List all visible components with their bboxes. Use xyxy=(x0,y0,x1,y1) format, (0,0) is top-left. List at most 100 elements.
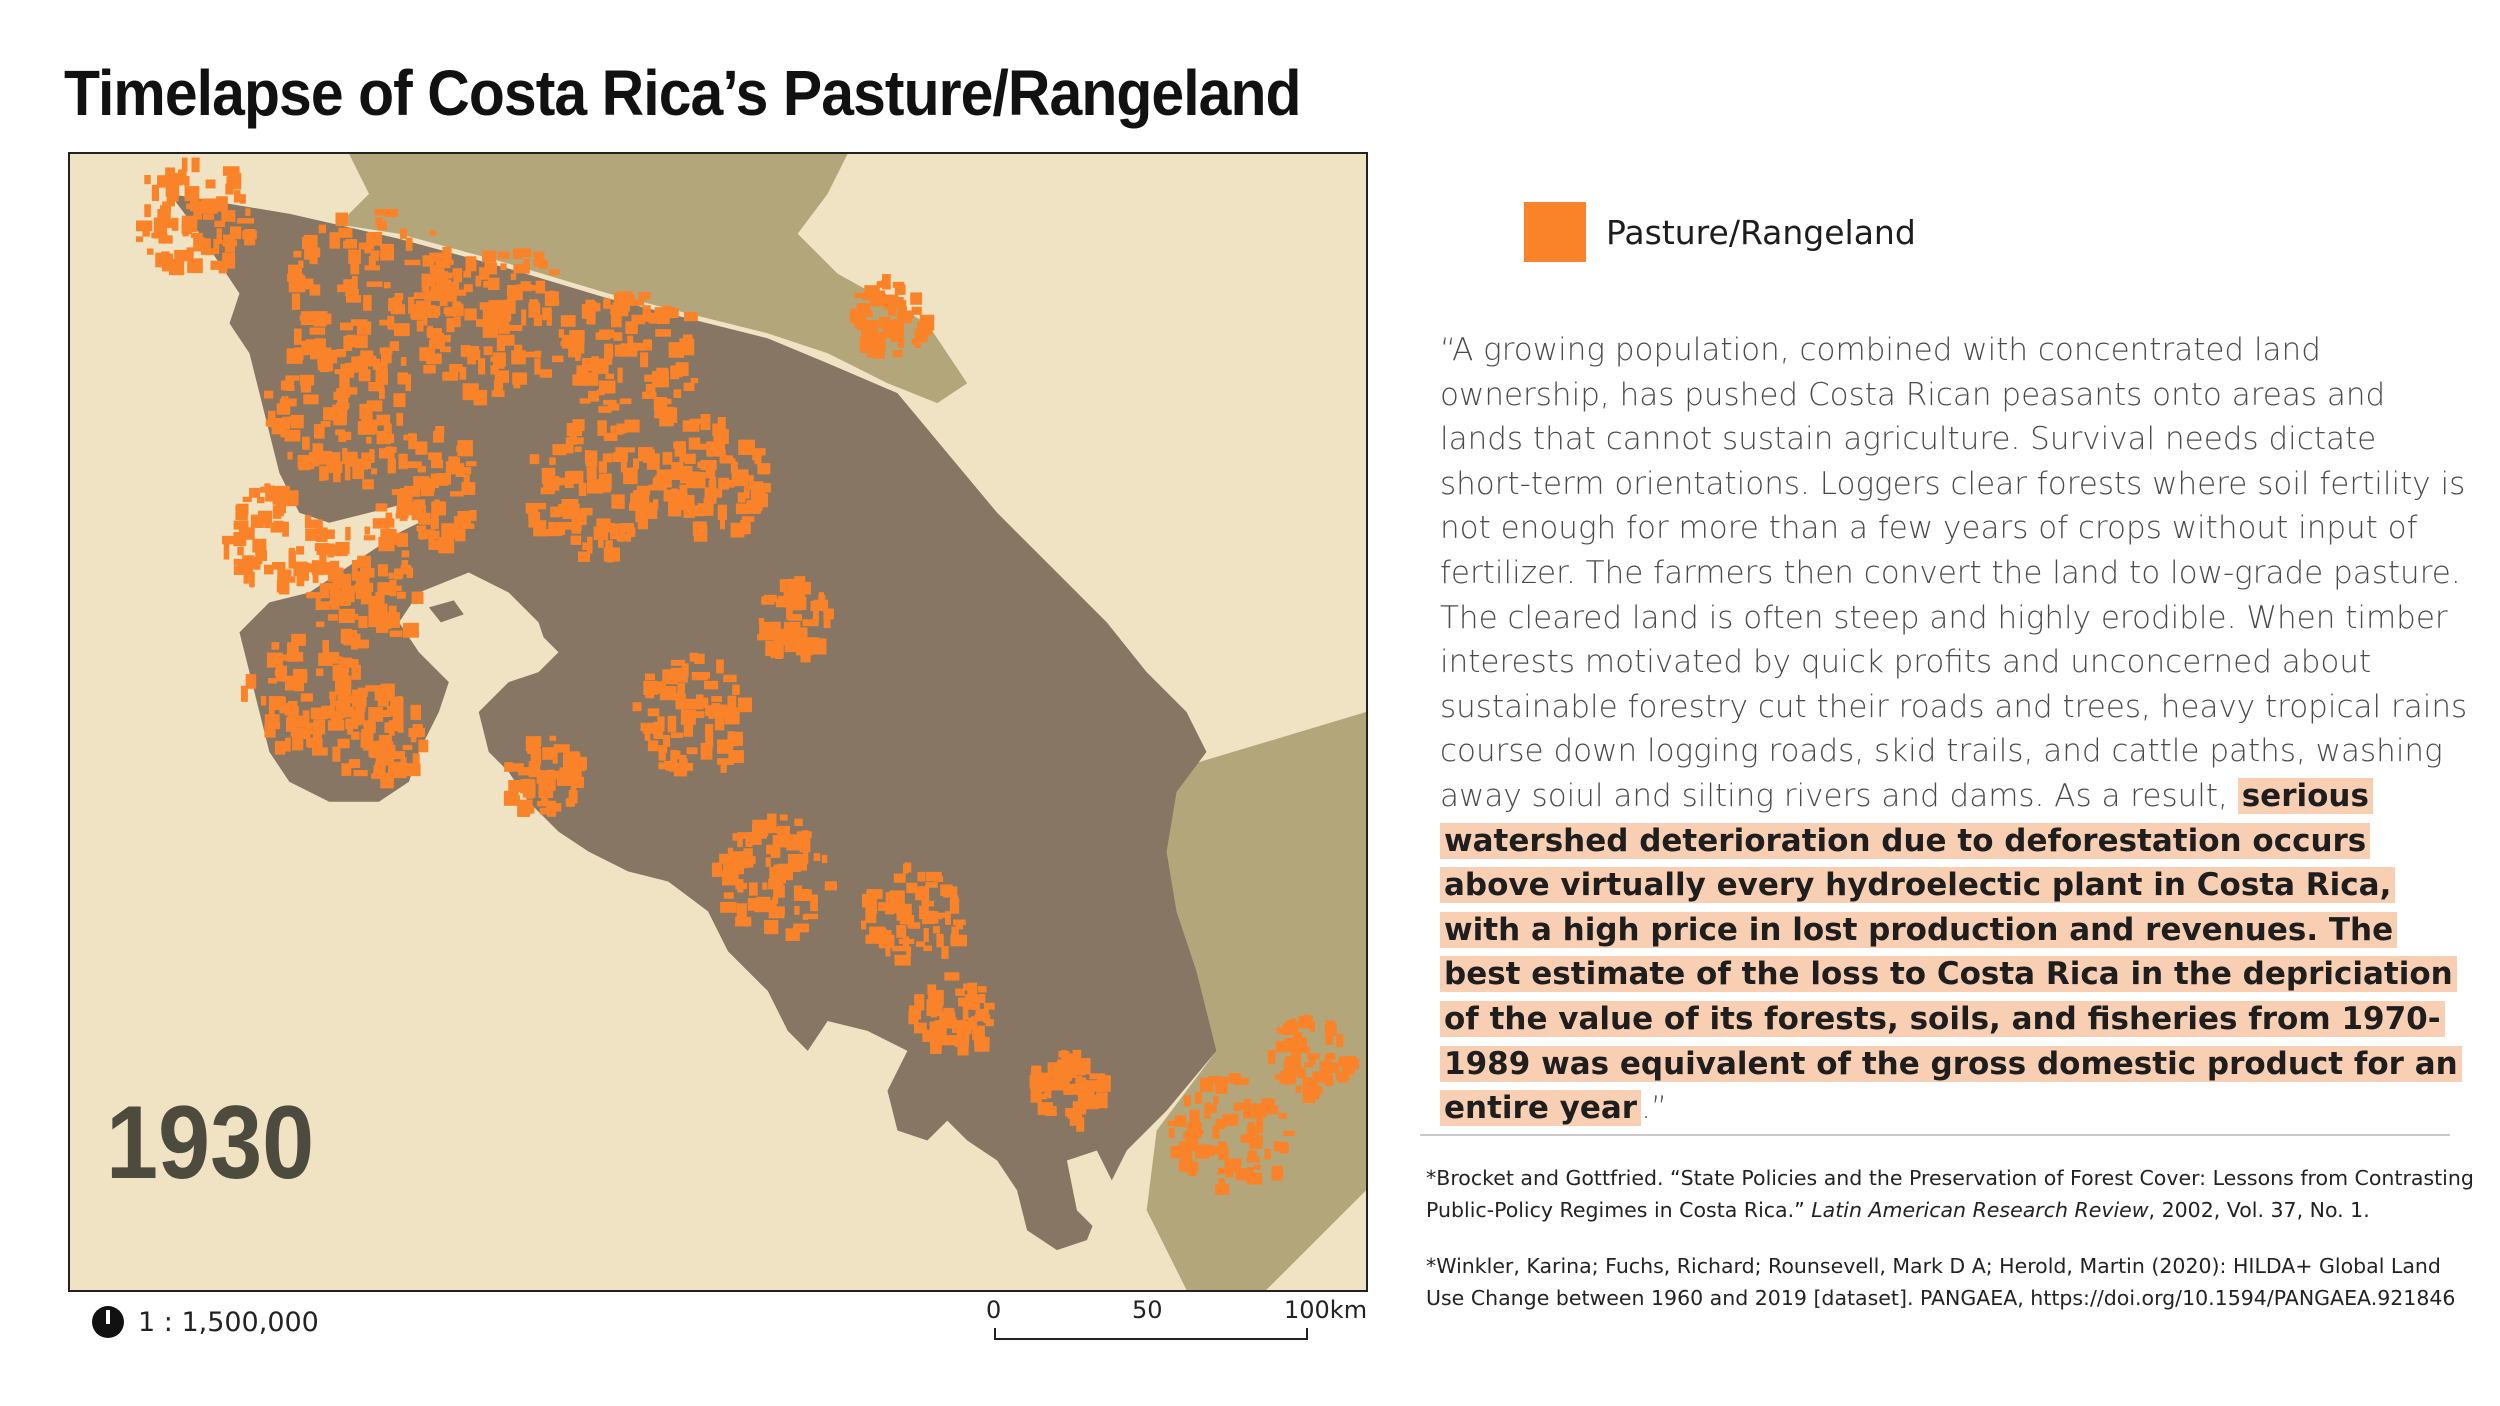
pasture-patch xyxy=(340,573,352,589)
pasture-patch xyxy=(464,308,477,321)
pasture-patch xyxy=(310,519,323,529)
pasture-patch xyxy=(794,905,800,915)
pasture-patch xyxy=(373,362,388,370)
pasture-patch xyxy=(662,452,673,465)
pasture-patch xyxy=(737,492,746,503)
pasture-patch xyxy=(528,509,536,520)
pasture-patch xyxy=(210,260,225,270)
pasture-patch xyxy=(728,479,735,488)
pasture-patch xyxy=(397,372,409,385)
pasture-patch xyxy=(1178,1163,1194,1172)
pasture-patch xyxy=(1271,1165,1283,1181)
pasture-patch xyxy=(404,259,421,266)
pasture-patch xyxy=(1254,1164,1261,1170)
pasture-patch xyxy=(1325,1034,1334,1045)
pasture-patch xyxy=(623,467,638,485)
pasture-patch xyxy=(1295,1037,1308,1053)
pasture-patch xyxy=(579,398,591,404)
pasture-patch xyxy=(314,247,321,258)
pasture-patch xyxy=(657,406,674,416)
pasture-patch xyxy=(683,762,694,771)
pasture-patch xyxy=(504,762,513,772)
pasture-patch xyxy=(242,555,255,566)
pasture-patch xyxy=(355,702,366,713)
pasture-patch xyxy=(333,413,347,426)
pasture-patch xyxy=(1243,1098,1252,1116)
pasture-patch xyxy=(233,520,240,530)
pasture-patch xyxy=(932,1041,939,1054)
pasture-patch xyxy=(181,157,188,172)
pasture-patch xyxy=(864,285,880,301)
pasture-patch xyxy=(318,529,335,539)
pasture-patch xyxy=(396,591,406,599)
pasture-patch xyxy=(885,942,891,957)
pasture-patch xyxy=(549,457,556,465)
panama-coast-cut xyxy=(1266,1190,1366,1290)
pasture-patch xyxy=(225,183,234,195)
pasture-patch xyxy=(313,719,326,735)
pasture-patch xyxy=(525,806,535,814)
pasture-patch xyxy=(332,711,341,727)
pasture-patch xyxy=(719,458,736,464)
pasture-patch xyxy=(602,453,613,463)
pasture-patch xyxy=(683,502,695,518)
pasture-patch xyxy=(345,526,351,541)
pasture-patch xyxy=(1276,1027,1288,1034)
pasture-patch xyxy=(533,314,543,327)
pasture-patch xyxy=(439,296,448,306)
pasture-patch xyxy=(777,835,787,843)
pasture-patch xyxy=(358,369,371,382)
pasture-patch xyxy=(316,548,333,555)
references: *Brocket and Gottfried. “State Policies … xyxy=(1426,1162,2476,1338)
pasture-patch xyxy=(221,210,236,222)
pasture-patch xyxy=(578,482,587,496)
pasture-patch xyxy=(338,706,355,718)
pasture-patch xyxy=(465,256,477,272)
pasture-patch xyxy=(320,356,333,372)
pasture-patch xyxy=(936,933,944,948)
pasture-patch xyxy=(673,442,682,449)
pasture-patch xyxy=(640,352,649,368)
pasture-patch xyxy=(768,900,777,911)
pasture-patch xyxy=(754,449,762,465)
pasture-patch xyxy=(703,680,719,690)
pasture-patch xyxy=(288,550,296,566)
pasture-patch xyxy=(552,444,567,456)
pasture-patch xyxy=(161,260,171,272)
pasture-patch xyxy=(161,175,174,184)
pasture-patch xyxy=(603,399,617,406)
pasture-patch xyxy=(338,433,347,442)
pasture-patch xyxy=(384,208,399,217)
pasture-patch xyxy=(603,432,618,441)
pasture-patch xyxy=(582,357,594,372)
pasture-patch xyxy=(878,902,886,911)
pasture-patch xyxy=(687,494,695,506)
pasture-patch xyxy=(343,279,357,287)
map-panel[interactable]: 1930 xyxy=(68,152,1368,1292)
pasture-patch xyxy=(293,328,302,345)
pasture-patch xyxy=(573,503,580,512)
pasture-patch xyxy=(366,436,372,444)
pasture-patch xyxy=(786,834,803,851)
pasture-patch xyxy=(181,220,193,235)
pasture-patch xyxy=(765,857,771,867)
pasture-patch xyxy=(975,1008,988,1016)
pasture-patch xyxy=(363,294,372,311)
pasture-patch xyxy=(592,358,609,374)
pasture-patch xyxy=(958,997,972,1007)
pasture-patch xyxy=(546,314,552,326)
pasture-patch xyxy=(298,260,304,268)
pasture-patch xyxy=(972,1025,985,1041)
pasture-patch xyxy=(1195,1144,1210,1159)
pasture-patch xyxy=(441,523,458,540)
reference-1: *Brocket and Gottfried. “State Policies … xyxy=(1426,1166,2474,1222)
pasture-patch xyxy=(415,441,428,455)
pasture-patch xyxy=(655,329,671,337)
pasture-patch xyxy=(323,407,339,421)
pasture-patch xyxy=(520,351,537,358)
pasture-patch xyxy=(371,773,381,779)
pasture-patch xyxy=(429,230,437,236)
pasture-patch xyxy=(1324,1020,1336,1036)
pasture-patch xyxy=(1077,1090,1085,1106)
pasture-patch xyxy=(1297,1068,1306,1079)
